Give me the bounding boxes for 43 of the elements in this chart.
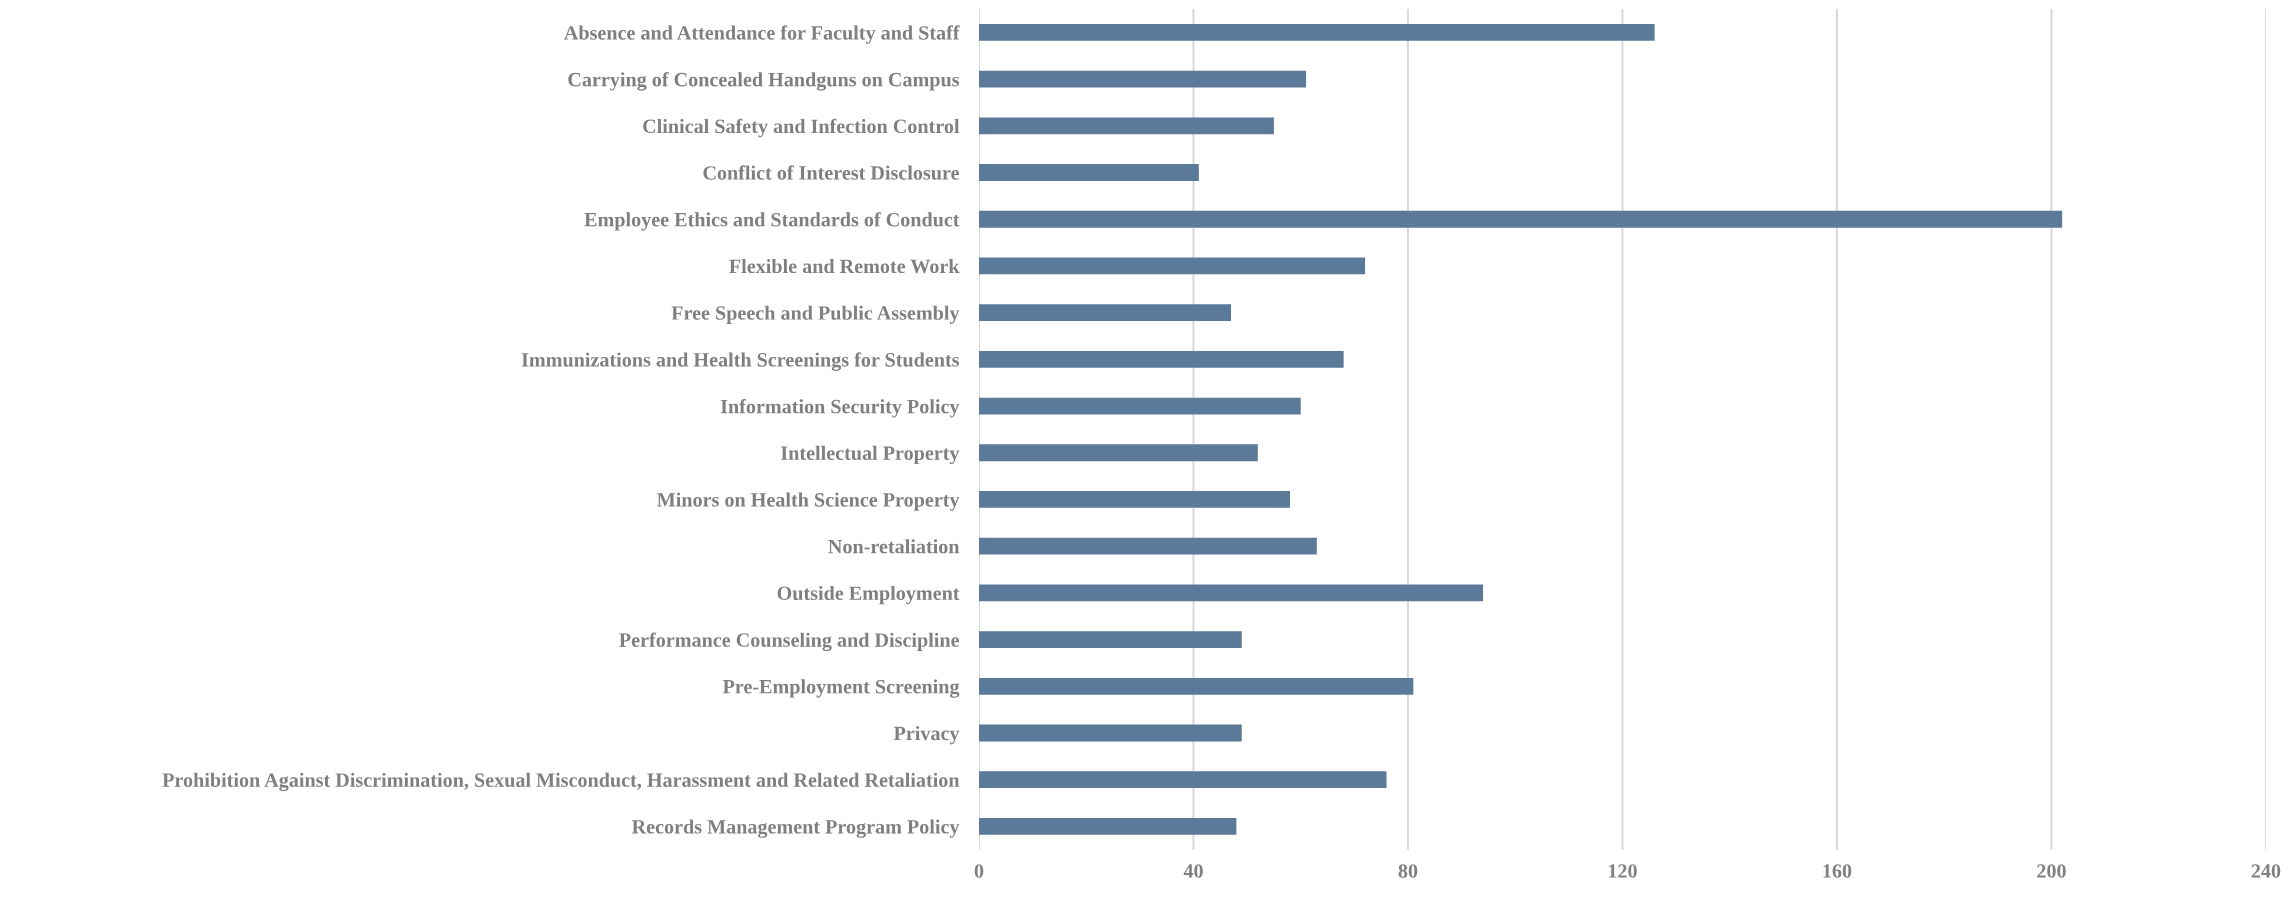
y-tick-label: Immunizations and Health Screenings for Students [521, 352, 960, 371]
y-tick-label: Pre-Employment Screening [722, 679, 960, 698]
y-tick-label: Non-retaliation [828, 539, 960, 554]
y-tick-label: Flexible and Remote Work [729, 258, 960, 274]
bar [978, 210, 2063, 228]
x-tick-label: 200 [2037, 864, 2066, 878]
x-tick-label: 40 [1183, 864, 1203, 878]
bar [978, 70, 1307, 88]
bar [978, 771, 1387, 789]
y-tick-label: Free Speech and Public Assembly [671, 305, 960, 324]
y-tick-label: Prohibition Against Discrimination, Sexual Misconduct, Harassment and Related Retaliation [162, 772, 960, 792]
bar [978, 724, 1242, 742]
y-tick-label: Outside Employment [777, 585, 960, 605]
bar [978, 584, 1484, 602]
bar [978, 304, 1232, 322]
bar [978, 818, 1237, 835]
y-tick-label: Privacy [893, 726, 960, 745]
bar [978, 677, 1414, 695]
y-tick-label: Clinical Safety and Infection Control [643, 118, 960, 138]
y-tick-label: Employee Ethics and Standards of Conduct [584, 212, 960, 231]
bar [978, 631, 1242, 648]
bar [978, 397, 1301, 415]
x-tick-label: 80 [1398, 864, 1418, 878]
y-tick-label: Carrying of Concealed Handguns on Campus [568, 72, 960, 91]
bar [978, 117, 1274, 135]
y-tick-label: Absence and Attendance for Faculty and Staff [564, 25, 960, 44]
bar [978, 444, 1258, 462]
bar [978, 23, 1655, 41]
bar [978, 537, 1317, 555]
x-tick-label: 0 [974, 864, 984, 878]
bar [978, 257, 1366, 275]
x-tick-label: 120 [1608, 864, 1637, 878]
y-tick-label: Records Management Program Policy [631, 819, 960, 838]
y-tick-label: Conflict of Interest Disclosure [703, 165, 959, 180]
bar [978, 350, 1344, 368]
bar [978, 491, 1290, 508]
x-tick-label: 240 [2251, 864, 2281, 878]
y-tick-label: Information Security Policy [720, 398, 960, 418]
x-tick-label: 160 [1823, 864, 1852, 878]
y-tick-label: Performance Counseling and Discipline [619, 632, 960, 652]
y-tick-label: Minors on Health Science Property [657, 492, 960, 511]
y-tick-label: Intellectual Property [781, 445, 960, 465]
bar [978, 164, 1199, 181]
